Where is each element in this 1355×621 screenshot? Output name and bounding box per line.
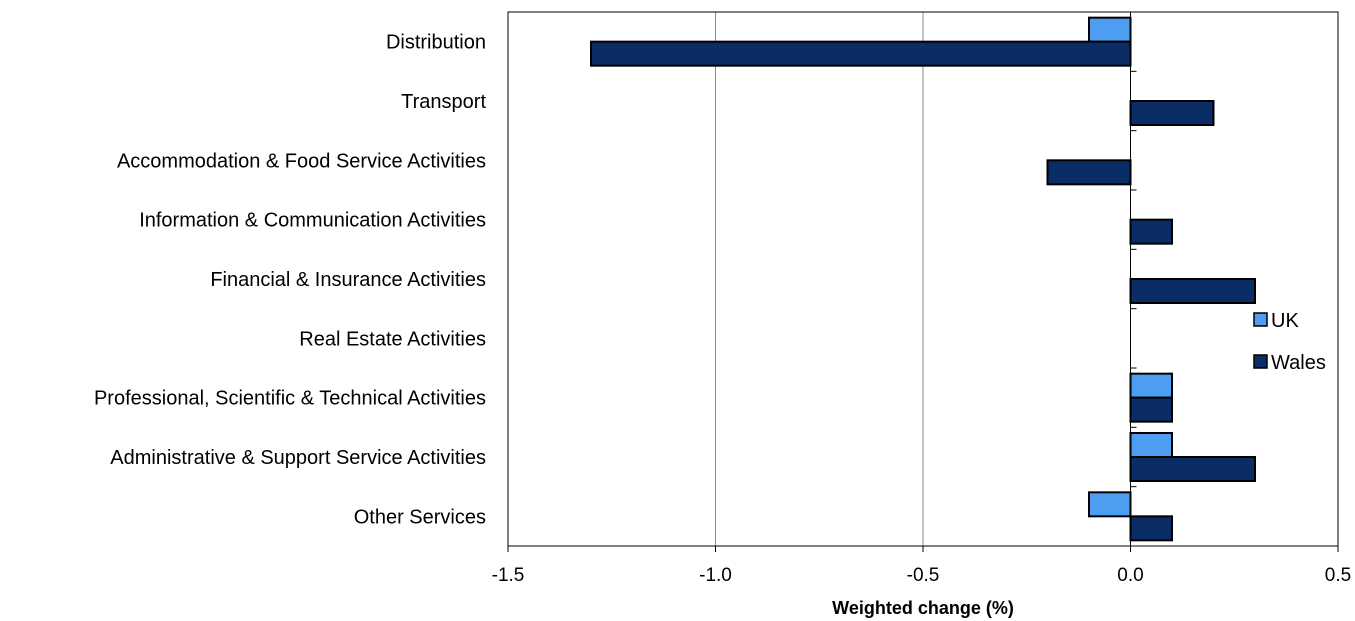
bar-wales: [590, 40, 1132, 67]
x-tick-label: -1.0: [699, 565, 732, 586]
bars: [590, 16, 1256, 542]
bar-wales: [1129, 278, 1256, 304]
category-ticks: [1130, 70, 1137, 488]
x-tick-label: 0.5: [1325, 565, 1351, 586]
x-axis-ticks: -1.5 -1.0 -0.5 0.0 0.5: [492, 546, 1351, 586]
gridlines: [715, 12, 1131, 546]
category-label: Transport: [401, 91, 486, 113]
category-label: Distribution: [386, 32, 486, 54]
bar-uk: [1129, 432, 1173, 458]
category-label: Administrative & Support Service Activit…: [110, 447, 486, 469]
legend-label-wales: Wales: [1271, 352, 1326, 374]
category-label: Real Estate Activities: [299, 328, 486, 350]
bar-wales: [1129, 515, 1173, 542]
category-label: Information & Communication Activities: [139, 210, 486, 232]
bar-wales: [1046, 159, 1132, 186]
category-label: Professional, Scientific & Technical Act…: [94, 388, 486, 410]
x-axis-title: Weighted change (%): [832, 598, 1014, 618]
category-label: Other Services: [354, 506, 486, 528]
bar-wales: [1129, 218, 1173, 245]
bar-wales: [1129, 100, 1215, 126]
category-label: Accommodation & Food Service Activities: [117, 150, 486, 172]
legend: UK Wales: [1253, 310, 1326, 374]
bar-uk: [1129, 372, 1173, 399]
x-tick-label: -1.5: [492, 565, 525, 586]
bar-uk: [1088, 16, 1132, 43]
bar-uk: [1088, 491, 1132, 518]
x-tick-label: -0.5: [907, 565, 940, 586]
legend-label-uk: UK: [1271, 310, 1299, 332]
bar-wales: [1129, 396, 1173, 423]
bar-wales: [1129, 456, 1256, 482]
category-labels: Distribution Transport Accommodation & Foo…: [94, 32, 486, 529]
x-tick-label: 0.0: [1117, 565, 1143, 586]
legend-swatch-uk: [1253, 312, 1268, 327]
category-label: Financial & Insurance Activities: [210, 269, 486, 291]
legend-swatch-wales: [1253, 354, 1268, 369]
